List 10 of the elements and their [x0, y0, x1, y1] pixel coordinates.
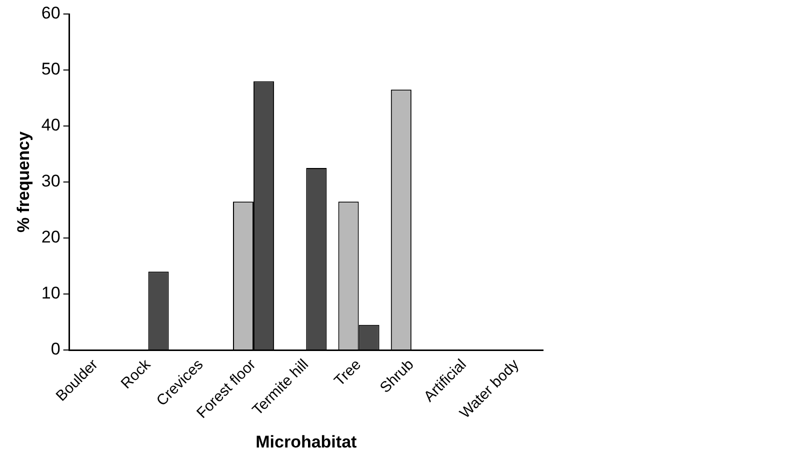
x-tick-label: Tree	[331, 356, 365, 390]
y-tick-label: 30	[41, 172, 60, 191]
y-tick-label: 60	[41, 4, 60, 23]
y-tick-label: 0	[50, 340, 60, 359]
y-axis-title: % frequency	[14, 130, 33, 233]
x-axis-title: Microhabitat	[256, 432, 358, 452]
y-tick-label: 40	[41, 116, 60, 135]
y-tick-label: 10	[41, 284, 60, 303]
y-tick-label: 20	[41, 228, 60, 247]
y-tick-label: 50	[41, 60, 60, 79]
